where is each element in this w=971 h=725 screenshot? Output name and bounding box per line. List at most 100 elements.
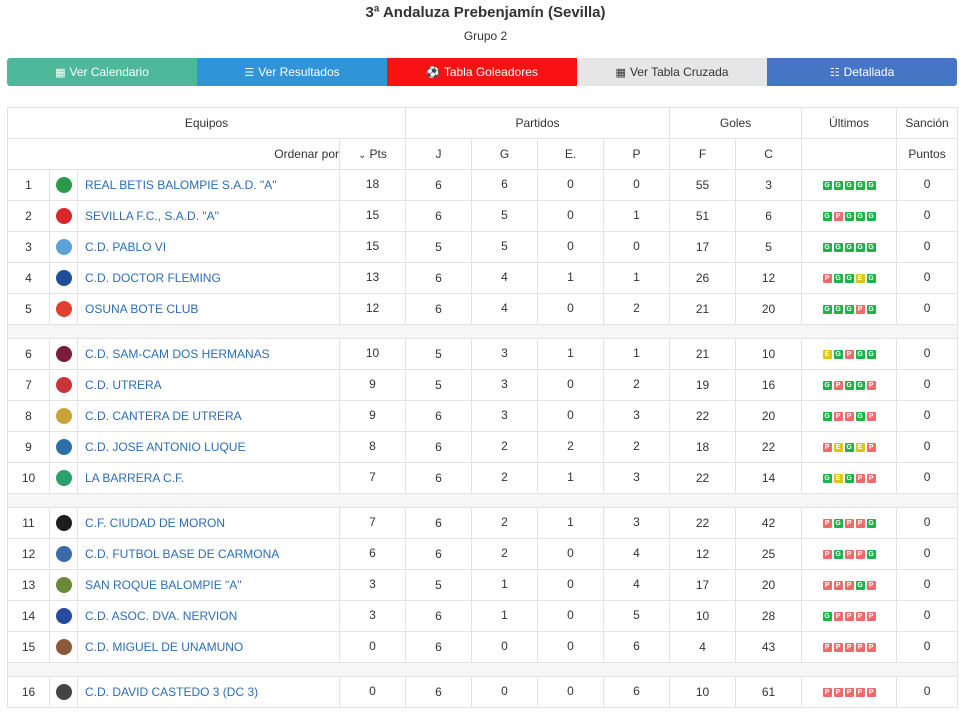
result-badge: P [844,688,854,698]
team-link[interactable]: C.F. CIUDAD DE MORON [85,516,226,530]
result-badge: P [855,688,865,698]
result-badge: G [822,381,832,391]
sanction-cell: 0 [896,262,959,294]
result-badge: G [866,350,876,360]
sort-by-pts[interactable]: ⌄ Pts [339,138,406,170]
result-badge: P [866,643,876,653]
result-badge: G [833,181,843,191]
position-cell: 12 [7,538,50,570]
team-link[interactable]: OSUNA BOTE CLUB [85,302,199,316]
result-badge: G [855,243,865,253]
team-link[interactable]: C.D. UTRERA [85,378,162,392]
points-cell: 9 [339,369,406,401]
result-badge: G [833,519,843,529]
team-link[interactable]: C.D. SAM-CAM DOS HERMANAS [85,347,270,361]
goals-for-cell: 21 [669,338,737,370]
points-cell: 10 [339,338,406,370]
team-link[interactable]: C.D. MIGUEL DE UNAMUNO [85,640,244,654]
lost-cell: 2 [602,293,671,325]
table-row: 16 C.D. DAVID CASTEDO 3 (DC 3) 0 6 0 0 6 10 61 P P… [7,676,959,708]
drawn-cell: 1 [537,462,604,494]
soccer-ball-icon: ⚽ [426,66,440,79]
won-cell: 2 [471,462,538,494]
team-link[interactable]: LA BARRERA C.F. [85,471,185,485]
played-cell: 6 [405,676,472,708]
position-cell: 4 [7,262,50,294]
points-cell: 0 [339,676,406,708]
tab-tabla-goleadores[interactable]: ⚽ Tabla Goleadores [387,58,577,86]
team-cell: C.D. DAVID CASTEDO 3 (DC 3) [77,676,340,708]
lost-cell: 1 [602,262,671,294]
calendar-icon: ▦ [55,66,66,79]
points-cell: 18 [339,169,406,201]
result-badge: G [866,305,876,315]
goals-for-cell: 26 [669,262,737,294]
table-row: 9 C.D. JOSE ANTONIO LUQUE 8 6 2 2 2 18 22 P E G E P 0 [7,431,959,463]
result-badge: P [822,443,832,453]
result-badge: G [833,243,843,253]
won-cell: 4 [471,293,538,325]
goals-for-cell: 55 [669,169,737,201]
result-badge: P [822,688,832,698]
lost-cell: 4 [602,538,671,570]
tab-ver-resultados[interactable]: ☰ Ver Resultados [197,58,387,86]
result-badge: G [844,305,854,315]
goals-against-cell: 43 [735,631,803,663]
played-cell: 5 [405,338,472,370]
team-link[interactable]: C.D. FUTBOL BASE DE CARMONA [85,547,280,561]
team-link[interactable]: REAL BETIS BALOMPIE S.A.D. "A" [85,178,277,192]
standings-table: Equipos Partidos Goles Últimos Sanción O… [6,107,959,708]
played-cell: 6 [405,400,472,432]
drawn-cell: 0 [537,676,604,708]
team-link[interactable]: C.D. JOSE ANTONIO LUQUE [85,440,246,454]
team-link[interactable]: C.D. DAVID CASTEDO 3 (DC 3) [85,685,259,699]
group-separator [6,662,959,677]
lost-cell: 3 [602,507,671,539]
result-badge: G [822,212,832,222]
team-link[interactable]: SEVILLA F.C., S.A.D. "A" [85,209,219,223]
view-tabs: ▦ Ver Calendario ☰ Ver Resultados ⚽ Tabl… [7,58,957,86]
team-link[interactable]: C.D. PABLO VI [85,240,167,254]
tab-detallada[interactable]: ☷ Detallada [767,58,957,86]
result-badge: G [844,212,854,222]
team-link[interactable]: C.D. DOCTOR FLEMING [85,271,221,285]
result-badge: P [866,443,876,453]
result-badge: G [855,412,865,422]
team-crest-icon [55,239,72,255]
crest-cell [49,631,78,663]
crest-cell [49,200,78,232]
result-badge: G [822,181,832,191]
crest-cell [49,262,78,294]
tab-ver-calendario[interactable]: ▦ Ver Calendario [7,58,197,86]
team-link[interactable]: SAN ROQUE BALOMPIE "A" [85,578,242,592]
drawn-cell: 0 [537,538,604,570]
table-row: 7 C.D. UTRERA 9 5 3 0 2 19 16 G P G G P 0 [7,369,959,401]
drawn-cell: 0 [537,400,604,432]
team-link[interactable]: C.D. CANTERA DE UTRERA [85,409,242,423]
team-crest-icon [55,470,72,486]
page-header: 3ª Andaluza Prebenjamín (Sevilla) Grupo … [0,0,971,44]
result-badge: G [855,181,865,191]
team-link[interactable]: C.D. ASOC. DVA. NERVION [85,609,238,623]
tab-ver-tabla-cruzada[interactable]: ▦ Ver Tabla Cruzada [577,58,767,86]
drawn-cell: 0 [537,600,604,632]
result-badge: P [844,612,854,622]
team-cell: SAN ROQUE BALOMPIE "A" [77,569,340,601]
goals-against-cell: 28 [735,600,803,632]
result-badge: P [855,550,865,560]
result-badge: G [866,550,876,560]
position-cell: 3 [7,231,50,263]
played-cell: 6 [405,462,472,494]
result-badge: P [822,550,832,560]
points-cell: 0 [339,631,406,663]
result-badge: P [833,643,843,653]
team-cell: C.D. CANTERA DE UTRERA [77,400,340,432]
crest-cell [49,338,78,370]
team-crest-icon [55,546,72,562]
